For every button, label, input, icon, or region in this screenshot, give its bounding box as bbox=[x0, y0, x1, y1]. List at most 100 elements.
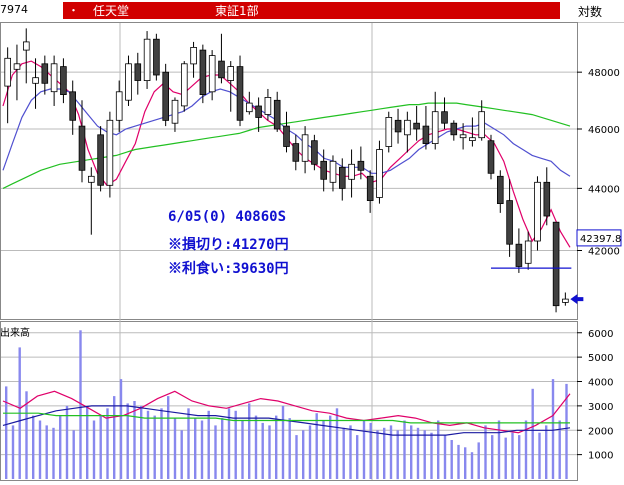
volume-bar-3 bbox=[25, 391, 28, 480]
last-price-tag-label: 42397.8 bbox=[580, 234, 621, 245]
candle-body-42 bbox=[394, 119, 402, 133]
symbol-marker: ・ bbox=[68, 4, 79, 17]
volume-bar-5 bbox=[38, 420, 42, 479]
candle-body-12 bbox=[115, 91, 123, 121]
volume-bar-17 bbox=[119, 379, 123, 479]
candle-body-26 bbox=[245, 102, 253, 113]
volume-bar-42 bbox=[288, 418, 291, 479]
candle-body-45 bbox=[422, 125, 430, 144]
volume-bar-4 bbox=[32, 415, 35, 479]
chart-header-bar: 7974 ・ 任天堂 東証1部 対数 bbox=[0, 0, 624, 23]
volume-tick-label-4: 5000 bbox=[588, 353, 613, 364]
volume-bar-43 bbox=[295, 435, 298, 479]
volume-bar-10 bbox=[72, 430, 75, 480]
volume-bar-48 bbox=[329, 415, 332, 479]
volume-bar-66 bbox=[450, 440, 453, 479]
volume-bar-25 bbox=[173, 418, 177, 479]
volume-bar-8 bbox=[59, 415, 62, 479]
volume-bar-82 bbox=[558, 420, 561, 479]
candle-body-56 bbox=[524, 240, 532, 264]
volume-bar-27 bbox=[187, 408, 190, 479]
candle-body-37 bbox=[348, 163, 355, 180]
candle-body-36 bbox=[338, 166, 346, 189]
volume-bar-29 bbox=[200, 420, 204, 479]
volume-bar-38 bbox=[261, 422, 264, 479]
candle-body-5 bbox=[50, 63, 58, 93]
take-profit-text: ※利食い:39630円 bbox=[168, 261, 289, 277]
volume-bar-19 bbox=[133, 401, 136, 479]
price-tick-label-1: 44000 bbox=[588, 184, 620, 195]
volume-bar-81 bbox=[551, 379, 555, 479]
volume-bar-0 bbox=[5, 386, 8, 479]
volume-bar-75 bbox=[511, 432, 514, 479]
volume-tick-label-5: 6000 bbox=[588, 329, 613, 340]
volume-bar-12 bbox=[86, 405, 89, 479]
volume-bar-50 bbox=[342, 427, 345, 479]
volume-bar-34 bbox=[234, 410, 237, 480]
volume-bar-70 bbox=[477, 442, 480, 479]
candle-body-60 bbox=[562, 298, 569, 303]
signal-text: 6/05(0) 40860S bbox=[168, 209, 287, 225]
candle-body-11 bbox=[106, 119, 114, 186]
volume-bar-47 bbox=[322, 420, 325, 479]
volume-bar-62 bbox=[423, 430, 426, 480]
candle-body-35 bbox=[329, 160, 337, 183]
volume-bar-37 bbox=[254, 415, 258, 479]
volume-tick-label-0: 1000 bbox=[588, 451, 613, 462]
candle-body-10 bbox=[97, 134, 104, 186]
candle-body-51 bbox=[478, 111, 485, 139]
symbol-title-bar[interactable] bbox=[63, 2, 560, 19]
scale-mode-toggle[interactable]: 対数 bbox=[578, 5, 603, 19]
candle-body-20 bbox=[190, 47, 197, 65]
volume-bar-41 bbox=[281, 405, 285, 479]
candle-body-43 bbox=[404, 119, 411, 136]
candle-body-31 bbox=[292, 143, 300, 162]
volume-bar-53 bbox=[362, 420, 366, 479]
volume-bar-77 bbox=[524, 420, 528, 479]
volume-bar-69 bbox=[470, 452, 474, 479]
candle-body-28 bbox=[264, 97, 272, 115]
candle-body-1 bbox=[13, 63, 21, 70]
volume-bar-13 bbox=[92, 420, 96, 479]
volume-bar-6 bbox=[45, 425, 48, 479]
volume-bar-20 bbox=[140, 405, 143, 479]
volume-bar-1 bbox=[11, 425, 15, 479]
last-price-tag-box bbox=[576, 229, 622, 247]
candle-body-9 bbox=[88, 175, 95, 183]
candle-body-13 bbox=[125, 63, 132, 101]
price-tick-label-2: 46000 bbox=[588, 125, 620, 136]
volume-bar-31 bbox=[214, 425, 217, 479]
candle-body-39 bbox=[366, 175, 374, 202]
volume-bar-76 bbox=[518, 435, 521, 479]
volume-bar-78 bbox=[531, 388, 534, 479]
candle-body-6 bbox=[60, 66, 67, 95]
candle-body-40 bbox=[376, 149, 383, 198]
volume-bar-52 bbox=[356, 435, 359, 479]
candle-body-7 bbox=[69, 91, 77, 121]
candle-body-46 bbox=[431, 111, 439, 144]
volume-bar-55 bbox=[376, 430, 379, 480]
volume-ma-line-2 bbox=[3, 412, 570, 424]
volume-bar-28 bbox=[194, 418, 197, 479]
volume-bar-68 bbox=[464, 447, 467, 479]
candle-body-2 bbox=[22, 41, 30, 51]
candle-body-38 bbox=[357, 160, 365, 171]
volume-bar-59 bbox=[403, 420, 406, 479]
volume-bar-61 bbox=[416, 427, 420, 479]
volume-bar-71 bbox=[484, 425, 487, 479]
candle-body-23 bbox=[218, 60, 225, 79]
volume-bar-36 bbox=[248, 403, 251, 479]
volume-bar-16 bbox=[113, 396, 116, 479]
volume-bar-46 bbox=[315, 413, 318, 479]
volume-bar-18 bbox=[126, 403, 129, 479]
volume-bar-24 bbox=[167, 396, 170, 479]
volume-bar-54 bbox=[369, 422, 372, 479]
volume-bar-49 bbox=[335, 408, 339, 479]
volume-bar-51 bbox=[349, 425, 352, 479]
volume-bar-39 bbox=[268, 425, 271, 479]
volume-bar-15 bbox=[106, 408, 109, 479]
volume-bar-83 bbox=[565, 383, 568, 479]
candle-body-53 bbox=[496, 175, 504, 205]
volume-bar-63 bbox=[430, 432, 433, 479]
